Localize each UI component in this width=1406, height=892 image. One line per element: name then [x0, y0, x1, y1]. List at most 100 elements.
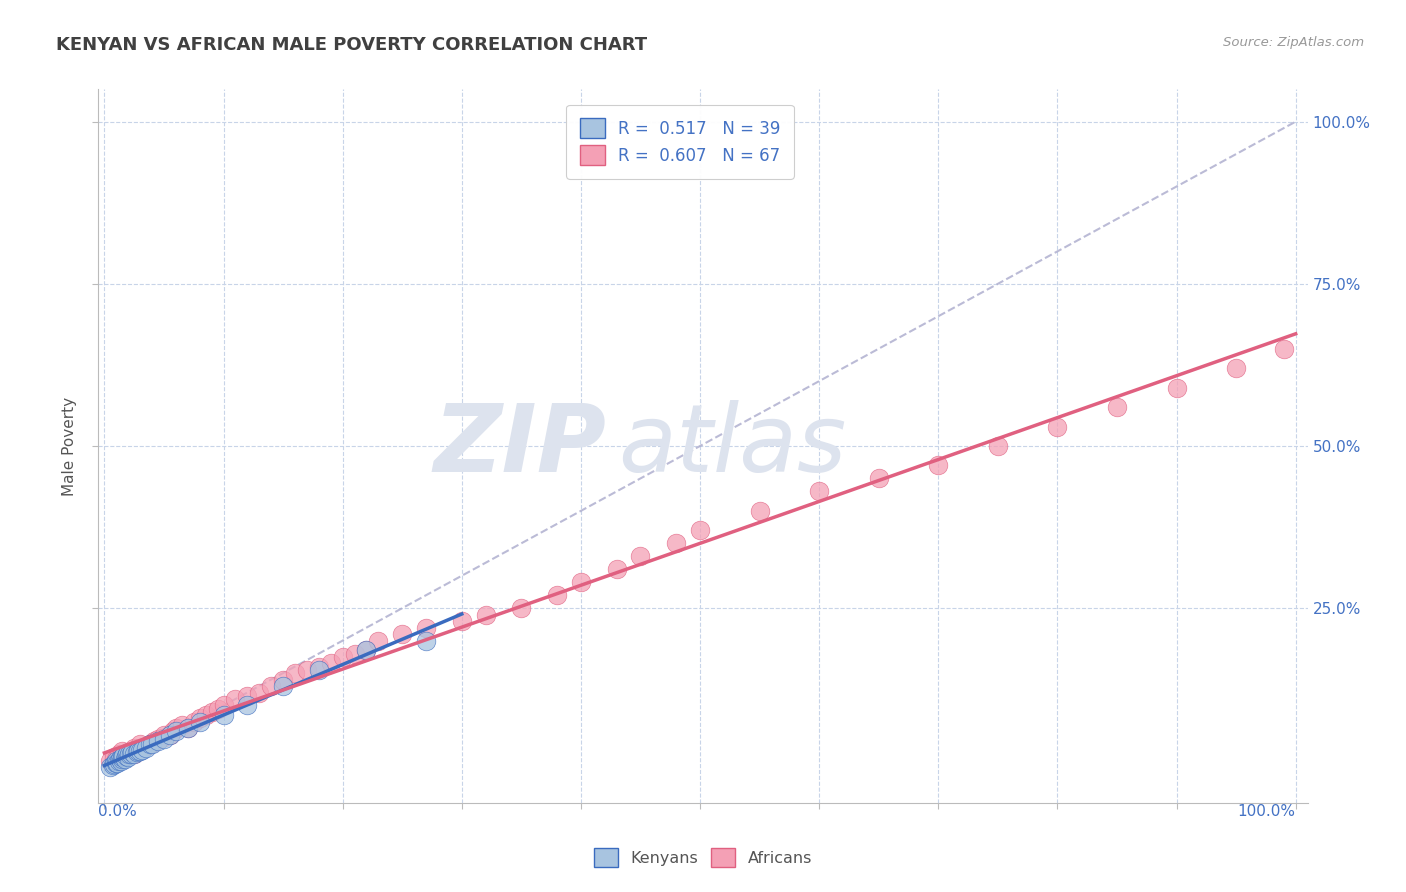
Point	[1225, 361, 1247, 376]
Point	[177, 721, 200, 735]
Point	[122, 747, 145, 761]
Point	[129, 744, 152, 758]
Point	[101, 758, 124, 772]
Point	[808, 484, 831, 499]
Point	[450, 614, 472, 628]
Point	[131, 740, 153, 755]
Point	[308, 659, 330, 673]
Point	[103, 756, 125, 771]
Point	[118, 747, 141, 761]
Point	[1166, 381, 1188, 395]
Legend: Kenyans, Africans: Kenyans, Africans	[586, 839, 820, 875]
Point	[110, 754, 132, 768]
Point	[125, 745, 148, 759]
Point	[236, 689, 259, 703]
Point	[159, 728, 181, 742]
Point	[332, 649, 354, 664]
Point	[284, 666, 307, 681]
Point	[120, 747, 142, 761]
Point	[111, 750, 134, 764]
Point	[308, 663, 330, 677]
Point	[138, 738, 160, 752]
Point	[98, 760, 121, 774]
Point	[135, 739, 157, 753]
Point	[271, 679, 294, 693]
Point	[868, 471, 890, 485]
Point	[927, 458, 949, 473]
Point	[105, 754, 128, 768]
Point	[111, 750, 134, 764]
Point	[510, 601, 533, 615]
Point	[122, 740, 145, 755]
Point	[146, 732, 169, 747]
Point	[183, 714, 205, 729]
Point	[200, 705, 222, 719]
Point	[114, 749, 136, 764]
Point	[207, 702, 229, 716]
Point	[1046, 419, 1069, 434]
Point	[188, 714, 211, 729]
Point	[271, 673, 294, 687]
Point	[665, 536, 688, 550]
Point	[295, 663, 318, 677]
Point	[105, 752, 128, 766]
Point	[105, 756, 128, 770]
Point	[247, 685, 270, 699]
Point	[108, 752, 131, 766]
Point	[117, 750, 139, 764]
Point	[111, 744, 134, 758]
Point	[129, 742, 152, 756]
Point	[127, 744, 149, 758]
Point	[748, 504, 770, 518]
Point	[150, 731, 173, 745]
Y-axis label: Male Poverty: Male Poverty	[62, 396, 77, 496]
Point	[630, 549, 652, 564]
Point	[689, 524, 711, 538]
Point	[606, 562, 628, 576]
Point	[367, 633, 389, 648]
Point	[138, 738, 160, 752]
Point	[260, 679, 283, 693]
Point	[115, 747, 138, 761]
Point	[356, 643, 378, 657]
Point	[224, 692, 246, 706]
Point	[122, 747, 145, 761]
Point	[114, 747, 136, 761]
Point	[415, 621, 437, 635]
Point	[343, 647, 366, 661]
Point	[135, 740, 157, 755]
Point	[356, 643, 378, 657]
Point	[391, 627, 413, 641]
Point	[236, 698, 259, 713]
Point	[569, 575, 592, 590]
Point	[212, 708, 235, 723]
Point	[159, 728, 181, 742]
Point	[1272, 342, 1295, 356]
Point	[1105, 400, 1128, 414]
Point	[131, 742, 153, 756]
Point	[212, 698, 235, 713]
Point	[111, 752, 134, 766]
Point	[165, 721, 187, 735]
Point	[107, 754, 129, 768]
Point	[987, 439, 1010, 453]
Point	[117, 745, 139, 759]
Point	[153, 728, 176, 742]
Text: 0.0%: 0.0%	[98, 804, 138, 819]
Legend: R =  0.517   N = 39, R =  0.607   N = 67: R = 0.517 N = 39, R = 0.607 N = 67	[567, 104, 793, 178]
Point	[107, 756, 129, 770]
Point	[153, 732, 176, 747]
Point	[141, 738, 163, 752]
Point	[120, 744, 142, 758]
Point	[114, 752, 136, 766]
Point	[141, 736, 163, 750]
Point	[188, 711, 211, 725]
Point	[107, 747, 129, 761]
Text: 100.0%: 100.0%	[1237, 804, 1296, 819]
Point	[165, 724, 187, 739]
Point	[177, 721, 200, 735]
Text: KENYAN VS AFRICAN MALE POVERTY CORRELATION CHART: KENYAN VS AFRICAN MALE POVERTY CORRELATI…	[56, 36, 647, 54]
Point	[170, 718, 193, 732]
Text: ZIP: ZIP	[433, 400, 606, 492]
Point	[121, 745, 143, 759]
